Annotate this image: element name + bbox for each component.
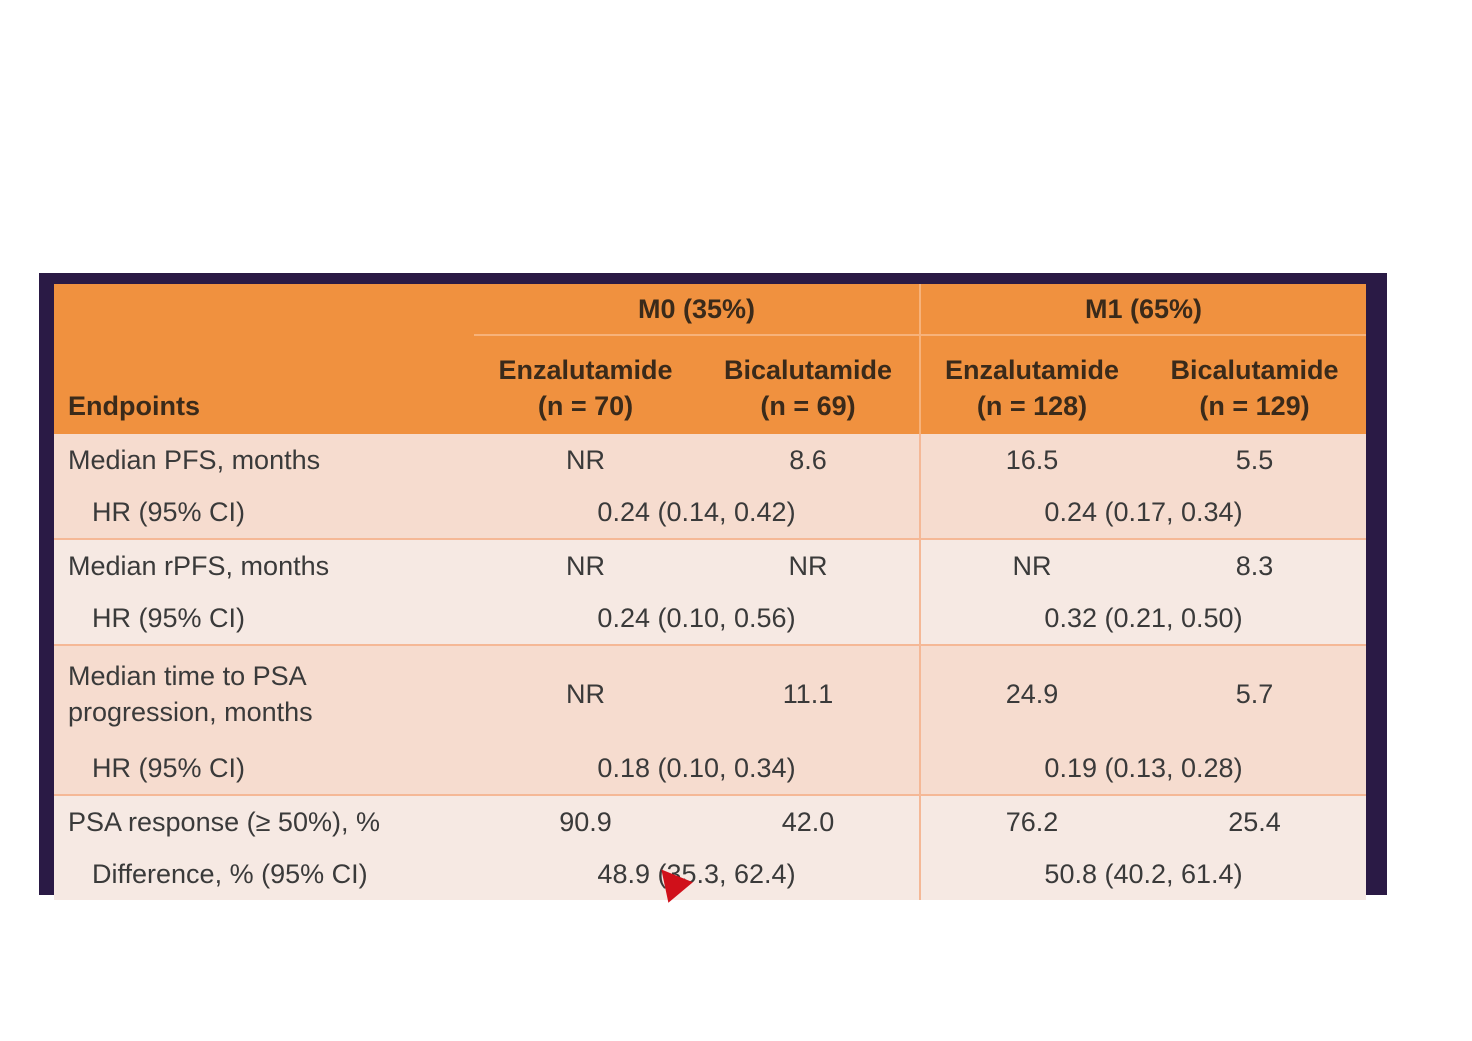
table-cell: 90.9 <box>474 795 697 848</box>
endpoints-table: M0 (35%) M1 (65%) Endpoints Enzalutamide… <box>54 284 1366 900</box>
sub-header-m0-enzalutamide: Enzalutamide (n = 70) <box>474 335 697 434</box>
table-cell: 0.19 (0.13, 0.28) <box>919 742 1366 796</box>
table-cell: NR <box>474 539 697 592</box>
row-label: Difference, % (95% CI) <box>54 848 474 900</box>
table-row: PSA response (≥ 50%), % 90.9 42.0 76.2 2… <box>54 795 1366 848</box>
group-header-m1: M1 (65%) <box>919 284 1366 336</box>
table-cell: 8.6 <box>697 434 920 486</box>
table-cell: NR <box>474 645 697 742</box>
table-cell: 0.18 (0.10, 0.34) <box>474 742 920 796</box>
table-cell: 0.24 (0.10, 0.56) <box>474 592 920 646</box>
table-cell: 5.7 <box>1143 645 1366 742</box>
table-cell: 48.9 (35.3, 62.4) <box>474 848 920 900</box>
group-header-m0: M0 (35%) <box>474 284 920 336</box>
sub-header-row: Endpoints Enzalutamide (n = 70) Bicalutam… <box>54 335 1366 434</box>
table-cell: 5.5 <box>1143 434 1366 486</box>
table-row: Median time to PSA progression, months NR… <box>54 645 1366 742</box>
slide-frame: M0 (35%) M1 (65%) Endpoints Enzalutamide… <box>39 273 1387 900</box>
table-cell: 76.2 <box>919 795 1143 848</box>
row-label: Median rPFS, months <box>54 539 474 592</box>
table-cell: NR <box>919 539 1143 592</box>
table-cell: 24.9 <box>919 645 1143 742</box>
row-label: PSA response (≥ 50%), % <box>54 795 474 848</box>
sub-header-m1-bicalutamide: Bicalutamide (n = 129) <box>1143 335 1366 434</box>
table-cell: 0.24 (0.17, 0.34) <box>919 486 1366 540</box>
row-label: Median time to PSA progression, months <box>54 645 474 742</box>
table-cell: 42.0 <box>697 795 920 848</box>
table-cell: 0.24 (0.14, 0.42) <box>474 486 920 540</box>
row-label: HR (95% CI) <box>54 742 474 796</box>
table-row: Difference, % (95% CI) 48.9 (35.3, 62.4)… <box>54 848 1366 900</box>
row-label: HR (95% CI) <box>54 486 474 540</box>
sub-header-m0-bicalutamide: Bicalutamide (n = 69) <box>697 335 920 434</box>
table-row: HR (95% CI) 0.18 (0.10, 0.34) 0.19 (0.13… <box>54 742 1366 796</box>
table-row: HR (95% CI) 0.24 (0.10, 0.56) 0.32 (0.21… <box>54 592 1366 646</box>
table-cell: 16.5 <box>919 434 1143 486</box>
table-cell: 0.32 (0.21, 0.50) <box>919 592 1366 646</box>
group-header-row: M0 (35%) M1 (65%) <box>54 284 1366 336</box>
table-cell: NR <box>474 434 697 486</box>
table-row: HR (95% CI) 0.24 (0.14, 0.42) 0.24 (0.17… <box>54 486 1366 540</box>
sub-header-m1-enzalutamide: Enzalutamide (n = 128) <box>919 335 1143 434</box>
row-label: HR (95% CI) <box>54 592 474 646</box>
table-cell: NR <box>697 539 920 592</box>
table-cell: 11.1 <box>697 645 920 742</box>
table-row: Median PFS, months NR 8.6 16.5 5.5 <box>54 434 1366 486</box>
table-cell: 50.8 (40.2, 61.4) <box>919 848 1366 900</box>
row-label: Median PFS, months <box>54 434 474 486</box>
table-cell: 25.4 <box>1143 795 1366 848</box>
table-cell: 8.3 <box>1143 539 1366 592</box>
table-row: Median rPFS, months NR NR NR 8.3 <box>54 539 1366 592</box>
endpoints-header: Endpoints <box>54 335 474 434</box>
